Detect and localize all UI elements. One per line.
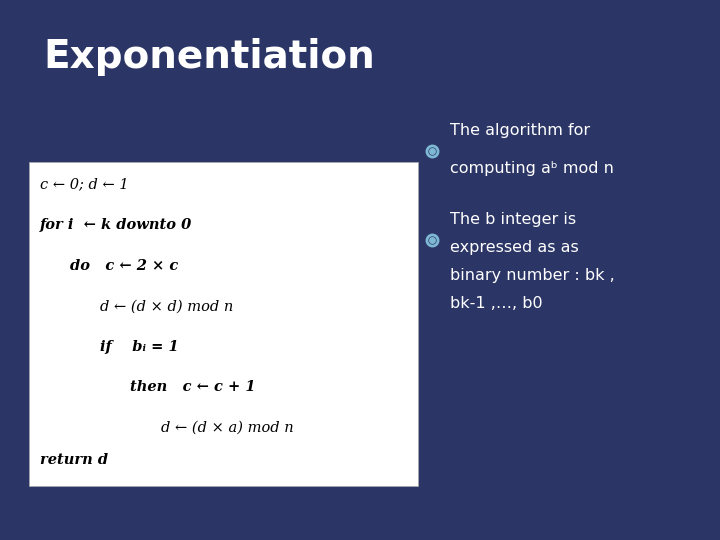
Text: The algorithm for: The algorithm for [450, 123, 590, 138]
Text: then   c ← c + 1: then c ← c + 1 [130, 380, 256, 394]
Text: c ← 0; d ← 1: c ← 0; d ← 1 [40, 178, 128, 192]
Text: The b integer is: The b integer is [450, 212, 576, 227]
Text: expressed as as: expressed as as [450, 240, 579, 255]
Text: computing aᵇ mod n: computing aᵇ mod n [450, 160, 614, 176]
Text: bk-1 ,…, b0: bk-1 ,…, b0 [450, 296, 543, 311]
Text: d ← (d × a) mod n: d ← (d × a) mod n [161, 421, 293, 435]
Text: d ← (d × d) mod n: d ← (d × d) mod n [100, 299, 233, 313]
Text: binary number : bk ,: binary number : bk , [450, 268, 615, 283]
Text: do   c ← 2 × c: do c ← 2 × c [70, 259, 178, 273]
Text: Exponentiation: Exponentiation [43, 38, 375, 76]
FancyBboxPatch shape [29, 162, 418, 486]
Text: for i  ← k downto 0: for i ← k downto 0 [40, 218, 192, 232]
Text: if    bᵢ = 1: if bᵢ = 1 [100, 340, 179, 354]
Text: return d: return d [40, 453, 108, 467]
